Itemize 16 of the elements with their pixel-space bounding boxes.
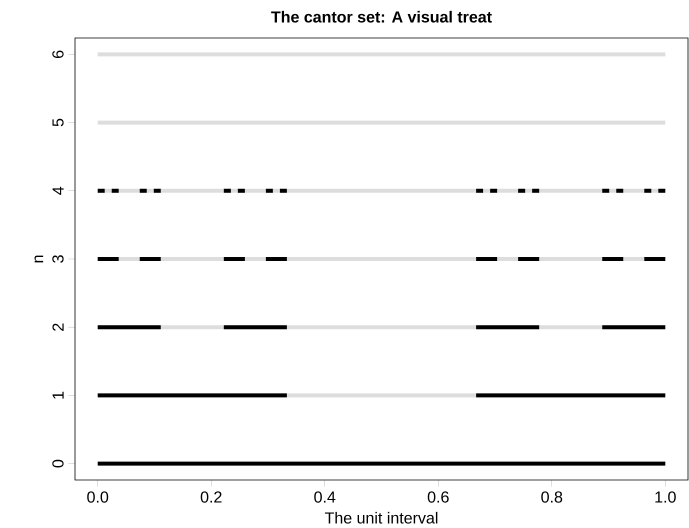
- y-tick-label: 6: [52, 50, 64, 58]
- y-tick-label: 1: [52, 392, 64, 399]
- x-tick-label: 1.0: [655, 491, 676, 503]
- x-tick-label: 0.0: [87, 491, 108, 503]
- x-tick-label: 0.8: [541, 491, 562, 503]
- x-axis-title: The unit interval: [324, 512, 438, 524]
- y-tick-label: 5: [52, 118, 64, 126]
- y-tick-label: 3: [52, 255, 64, 263]
- y-tick-label: 4: [52, 186, 64, 195]
- y-tick-label: 2: [52, 324, 64, 331]
- x-tick-label: 0.4: [314, 491, 336, 503]
- x-tick-label: 0.2: [200, 491, 222, 503]
- chart-title: The cantor set: A visual treat: [271, 10, 492, 23]
- y-tick-label: 0: [52, 460, 64, 468]
- y-axis-title: n: [34, 256, 44, 262]
- x-tick-label: 0.6: [428, 491, 449, 503]
